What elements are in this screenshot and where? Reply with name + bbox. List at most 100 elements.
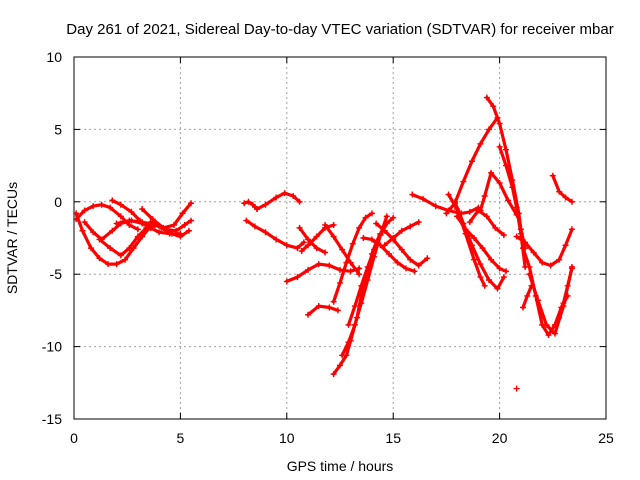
data-point-marker	[562, 194, 569, 201]
series-track-38	[520, 282, 535, 311]
data-point-marker	[520, 304, 527, 311]
data-point-marker	[356, 265, 363, 272]
data-point-marker	[543, 321, 550, 328]
series-line	[444, 116, 500, 215]
series-track-08	[147, 219, 192, 240]
data-point-marker	[147, 224, 154, 231]
data-point-marker	[241, 200, 248, 207]
series-track-13	[283, 261, 363, 285]
data-point-marker	[298, 248, 305, 255]
y-tick-label: -10	[42, 339, 62, 355]
data-point-marker	[245, 198, 252, 205]
data-point-marker	[305, 236, 312, 243]
data-point-marker	[432, 203, 439, 210]
data-point-marker	[249, 201, 256, 208]
data-point-marker	[390, 235, 397, 241]
data-point-marker	[556, 256, 563, 263]
data-point-marker	[339, 352, 346, 359]
data-point-marker	[424, 255, 431, 262]
axis-ticks	[73, 56, 607, 420]
data-point-marker	[564, 282, 571, 289]
series-track-23	[381, 219, 422, 249]
data-point-marker	[479, 245, 486, 252]
series-line	[478, 171, 519, 217]
data-point-marker	[547, 262, 554, 269]
series-line	[551, 174, 574, 204]
data-point-marker	[345, 321, 352, 328]
data-point-marker	[524, 292, 531, 299]
data-point-marker	[371, 246, 378, 253]
data-point-marker	[517, 230, 524, 237]
data-point-marker	[254, 206, 261, 213]
data-point-marker	[113, 261, 120, 268]
data-point-marker	[173, 227, 180, 234]
data-point-marker	[273, 194, 280, 201]
data-point-marker	[305, 266, 312, 273]
data-point-marker	[337, 266, 343, 273]
data-point-marker	[390, 214, 397, 221]
data-point-marker	[477, 140, 484, 147]
series-line	[255, 191, 302, 211]
data-point-marker	[545, 332, 552, 339]
series-track-28	[454, 213, 509, 275]
series-track-10	[243, 217, 307, 252]
data-point-marker	[117, 201, 124, 208]
data-point-marker	[105, 261, 112, 268]
series-track-35	[513, 226, 575, 269]
data-point-marker	[122, 256, 129, 263]
data-point-marker	[526, 263, 533, 270]
data-point-marker	[243, 217, 250, 224]
data-point-marker	[156, 229, 163, 236]
data-point-marker	[296, 198, 303, 205]
data-point-marker	[330, 233, 337, 240]
data-point-marker	[73, 216, 80, 223]
data-point-marker	[283, 278, 290, 285]
data-point-marker	[500, 274, 507, 281]
data-point-marker	[483, 94, 490, 101]
data-point-marker	[556, 188, 563, 195]
data-point-marker	[351, 303, 358, 310]
data-point-marker	[381, 242, 388, 249]
data-point-marker	[520, 245, 527, 252]
data-point-marker	[356, 224, 363, 231]
data-point-marker	[502, 162, 509, 169]
data-point-marker	[290, 193, 297, 200]
chart-title: Day 261 of 2021, Sidereal Day-to-day VTE…	[66, 21, 613, 38]
data-point-marker	[513, 204, 520, 211]
data-point-marker	[337, 362, 343, 369]
data-point-marker	[513, 233, 520, 240]
data-point-marker	[126, 217, 133, 224]
data-point-marker	[313, 245, 320, 252]
series-track-34	[526, 263, 575, 337]
data-point-marker	[168, 230, 175, 237]
data-point-marker	[477, 261, 484, 268]
data-point-marker	[539, 259, 546, 266]
x-tick-label: 0	[70, 430, 78, 446]
data-point-marker	[88, 245, 95, 252]
data-point-marker	[107, 204, 114, 211]
data-point-marker	[513, 385, 520, 392]
data-point-marker	[296, 224, 303, 231]
data-point-marker	[158, 224, 165, 231]
data-point-marker	[96, 255, 103, 262]
data-point-marker	[81, 207, 88, 214]
data-point-marker	[362, 214, 369, 221]
data-point-marker	[471, 235, 478, 241]
data-point-marker	[313, 233, 320, 240]
data-point-marker	[109, 227, 116, 234]
data-point-marker	[468, 158, 475, 165]
data-point-marker	[526, 271, 533, 278]
y-tick-label: 10	[46, 49, 62, 65]
data-point-marker	[454, 213, 461, 220]
data-point-marker	[283, 242, 290, 249]
data-point-marker	[492, 224, 499, 231]
series-line	[140, 201, 193, 230]
data-point-marker	[139, 219, 146, 226]
data-point-marker	[562, 242, 569, 249]
x-axis-title: GPS time / hours	[287, 458, 394, 474]
data-point-marker	[90, 229, 97, 236]
data-point-marker	[315, 261, 322, 268]
data-point-marker	[534, 297, 541, 304]
series-track-39	[513, 385, 520, 392]
plot-frame	[73, 56, 607, 420]
